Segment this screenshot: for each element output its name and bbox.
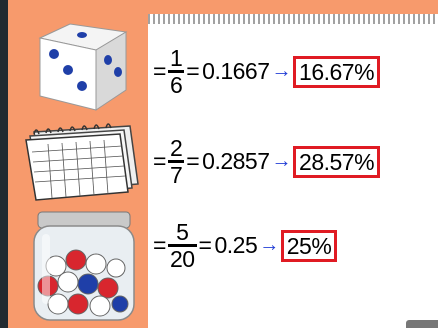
notebook-paper: = 1 6 = 0.1667 → 16.67% = 2 7 = 0.2857 →… — [148, 14, 438, 328]
equation-row-3: = 5 20 = 0.25 → 25% — [153, 219, 338, 272]
arrow-right-icon: → — [271, 60, 292, 82]
fraction: 5 20 — [167, 219, 197, 272]
calendar-illustration — [25, 123, 139, 201]
watermark-badge — [406, 320, 438, 328]
dice-illustration — [38, 23, 128, 111]
percent-value: 16.67% — [293, 55, 381, 88]
equation-row-2: = 2 7 = 0.2857 → 28.57% — [153, 135, 381, 188]
fraction-denominator: 6 — [167, 70, 185, 98]
arrow-right-icon: → — [271, 150, 292, 172]
decimal-value: 0.2857 — [202, 148, 270, 174]
fraction: 1 6 — [167, 45, 185, 98]
fraction-denominator: 20 — [167, 244, 197, 272]
arrow-right-icon: → — [259, 234, 279, 256]
equals-sign: = — [153, 232, 166, 258]
equals-sign: = — [186, 58, 200, 84]
fraction-numerator: 2 — [169, 135, 183, 161]
equals-sign: = — [186, 148, 200, 174]
equals-sign: = — [153, 148, 166, 174]
percent-value: 28.57% — [293, 145, 381, 178]
marble-jar-illustration — [33, 211, 135, 321]
fraction-numerator: 1 — [169, 45, 183, 71]
equation-row-1: = 1 6 = 0.1667 → 16.67% — [153, 45, 381, 98]
fraction-denominator: 7 — [167, 160, 185, 188]
decimal-value: 0.1667 — [202, 58, 270, 84]
spiral-binding — [148, 14, 438, 24]
fraction-numerator: 5 — [176, 219, 189, 245]
equals-sign: = — [153, 58, 166, 84]
illustration-panel: = 1 6 = 0.1667 → 16.67% = 2 7 = 0.2857 →… — [8, 0, 438, 328]
equals-sign: = — [198, 232, 212, 258]
percent-value: 25% — [280, 229, 338, 262]
decimal-value: 0.25 — [214, 232, 258, 258]
fraction: 2 7 — [167, 135, 185, 188]
